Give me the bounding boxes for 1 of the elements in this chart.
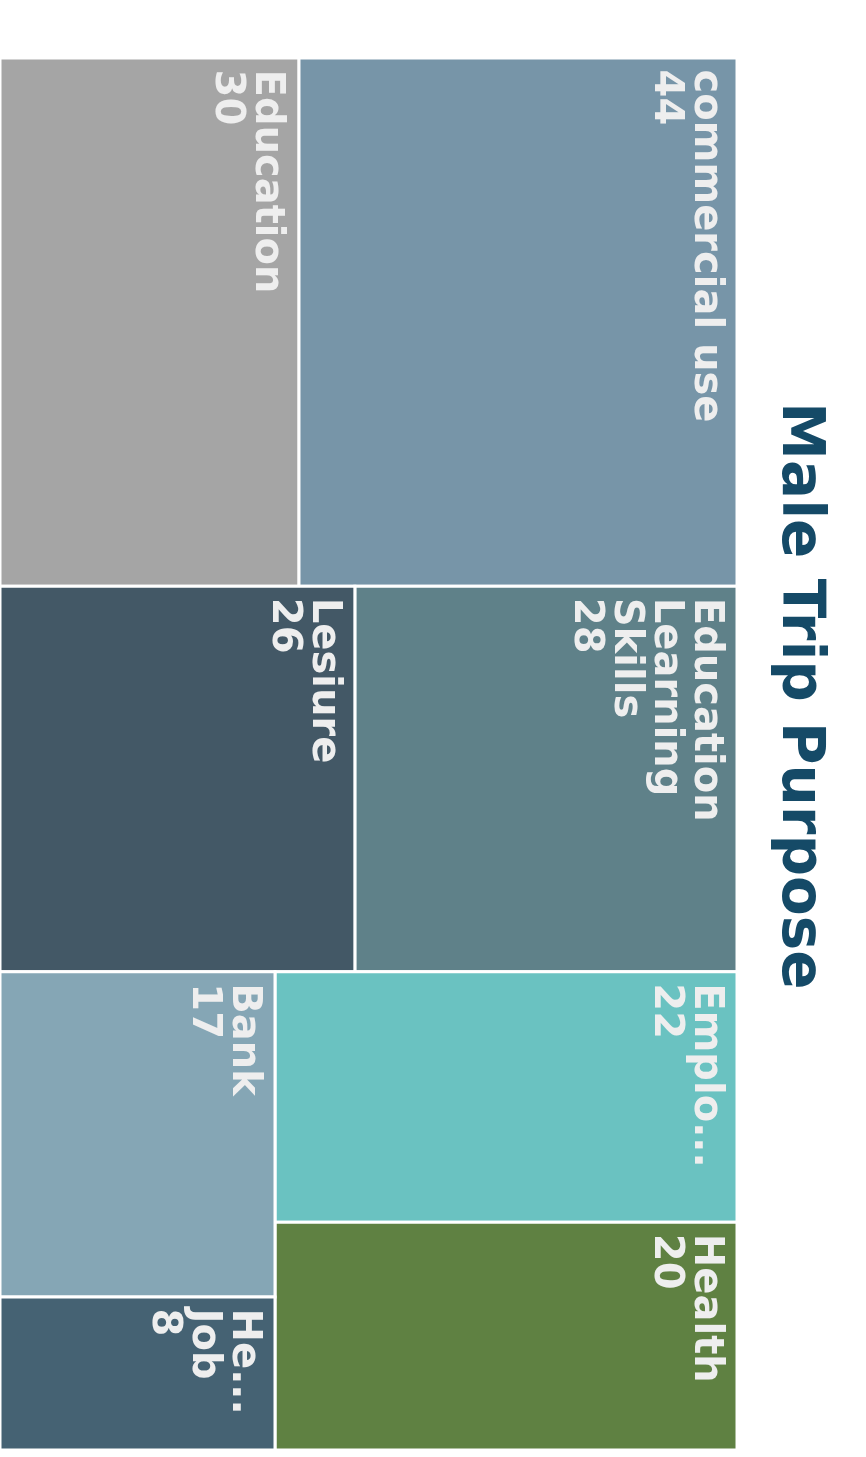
text: Male Trip Purpose bbox=[768, 402, 837, 990]
